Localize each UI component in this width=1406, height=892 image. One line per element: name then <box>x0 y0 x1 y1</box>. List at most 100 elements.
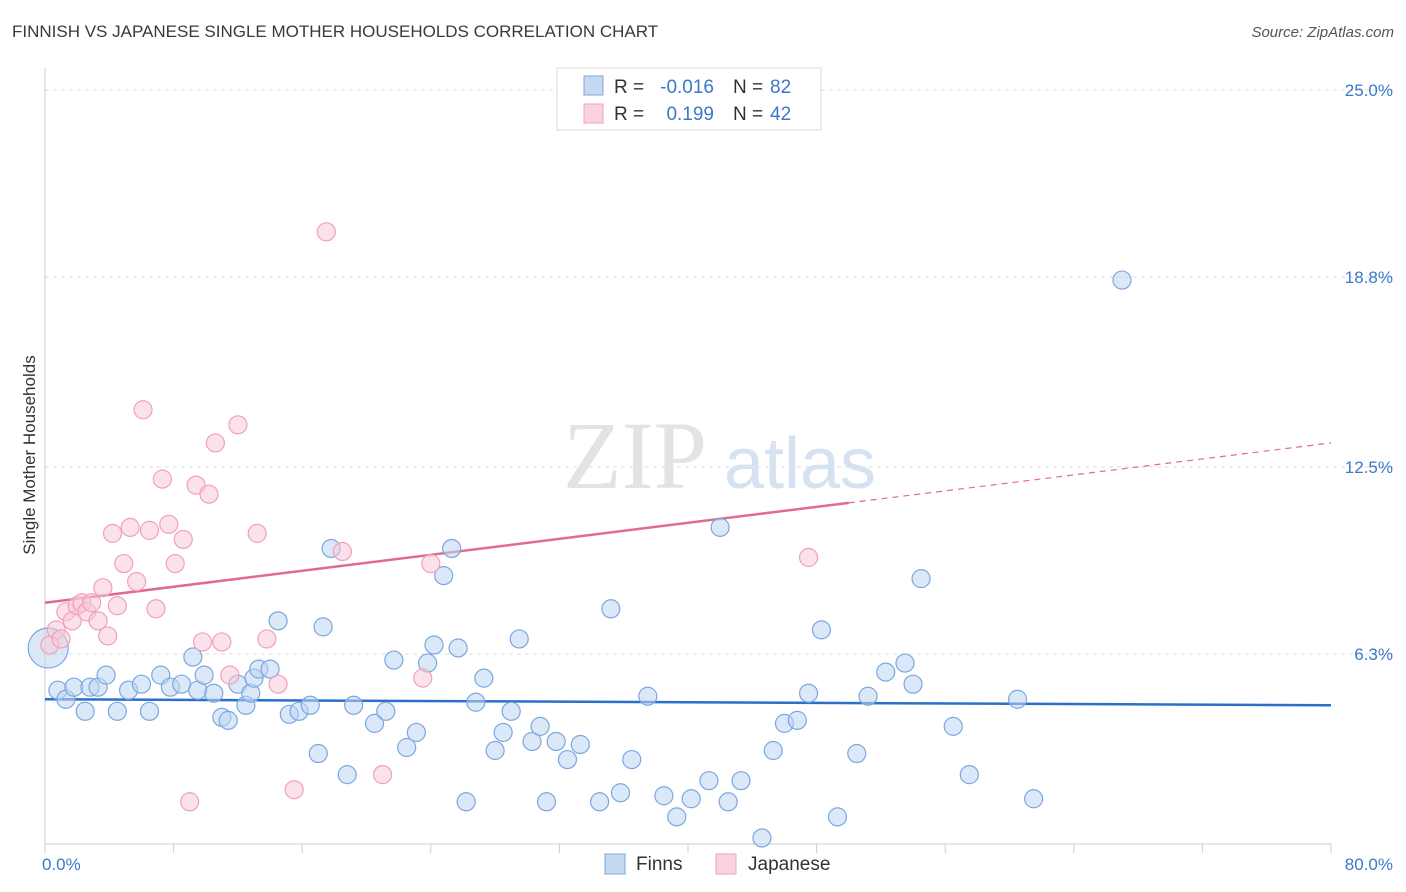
y-tick-labels: 6.3% 12.5% 18.8% 25.0% <box>1345 81 1393 664</box>
finns-point <box>654 786 674 806</box>
gridlines <box>45 89 1395 655</box>
finns-point <box>943 716 963 736</box>
finns-point <box>397 737 417 758</box>
japanese-point <box>180 792 200 812</box>
finns-point <box>300 695 320 715</box>
japanese-point <box>159 514 179 534</box>
finns-point <box>667 807 687 827</box>
japanese-point <box>316 222 336 242</box>
japanese-point <box>257 629 277 649</box>
finns-point <box>798 683 819 703</box>
japanese-point <box>133 400 153 420</box>
finns-point <box>434 566 454 586</box>
legend-r-value: -0.016 <box>660 77 714 98</box>
data-points <box>27 222 1132 848</box>
finns-point <box>442 538 462 559</box>
legend-n-label: N = <box>733 77 763 98</box>
legend-r-label: R = <box>614 77 644 98</box>
finns-point <box>557 749 578 770</box>
japanese-point <box>372 765 393 785</box>
y-tick-label: 6.3% <box>1354 645 1393 664</box>
finns-point <box>424 635 444 655</box>
y-tick-label: 18.8% <box>1345 268 1393 287</box>
japanese-point <box>152 469 172 489</box>
bottom-legend-finns: Finns <box>636 854 682 875</box>
finns-point <box>218 710 238 730</box>
finns-point <box>699 771 719 791</box>
legend-n-value: 82 <box>770 77 791 98</box>
finns-point <box>344 695 364 715</box>
finns-point <box>589 792 610 812</box>
finns-point <box>638 686 658 706</box>
finns-point <box>406 722 426 743</box>
finns-point <box>959 765 979 785</box>
japanese-point <box>192 632 213 652</box>
finns-point <box>485 740 505 761</box>
finns-point <box>710 517 730 537</box>
x-tick-label: 80.0% <box>1345 855 1393 874</box>
legend-swatch-finns <box>583 75 604 96</box>
japanese-trend-extension <box>848 442 1332 504</box>
finns-point <box>376 701 396 721</box>
japanese-point <box>332 541 352 562</box>
japanese-point <box>205 433 225 453</box>
finns-point <box>474 668 494 688</box>
finns-point <box>536 792 557 812</box>
finns-point <box>308 743 328 764</box>
finns-point <box>448 638 468 658</box>
finns-point <box>681 789 701 809</box>
finns-point <box>601 599 621 619</box>
japanese-point <box>82 593 102 613</box>
japanese-point <box>212 632 232 652</box>
legend-r-value: 0.199 <box>666 104 714 125</box>
bottom-legend-swatch-finns <box>604 853 626 875</box>
finns-point <box>827 807 848 827</box>
bottom-legend: Finns Japanese <box>604 853 830 875</box>
legend-n-label: N = <box>733 104 763 125</box>
japanese-point <box>165 553 185 574</box>
finns-point <box>139 701 160 721</box>
japanese-point <box>120 517 140 537</box>
finns-point <box>456 792 476 812</box>
finns-point <box>847 743 867 764</box>
finns-point <box>337 765 357 785</box>
axes <box>44 68 1332 853</box>
finns-point <box>876 662 896 682</box>
x-tick-labels: 0.0% 80.0% <box>42 855 1393 874</box>
finns-point <box>530 716 550 736</box>
japanese-point <box>127 572 147 592</box>
source-label: Source: ZipAtlas.com <box>1251 24 1394 41</box>
top-legend: R = -0.016 N = 82 R = 0.199 N = 42 <box>556 67 822 131</box>
finns-point <box>1024 789 1044 809</box>
finns-point <box>731 771 751 791</box>
legend-n-value: 42 <box>770 104 791 125</box>
y-tick-label: 25.0% <box>1345 81 1393 100</box>
x-tick-label: 0.0% <box>42 855 81 874</box>
finns-point <box>895 653 915 673</box>
finns-point <box>96 665 116 685</box>
finns-point <box>610 783 631 803</box>
japanese-point <box>173 529 193 550</box>
watermark-zip: ZIP <box>563 402 707 509</box>
y-axis-label: Single Mother Households <box>20 355 39 554</box>
finns-point <box>718 792 738 812</box>
finns-point <box>183 647 203 667</box>
finns-point <box>107 701 127 721</box>
finns-point <box>911 569 931 589</box>
finns-point <box>501 701 521 721</box>
y-tick-label: 12.5% <box>1345 458 1393 477</box>
finns-point <box>787 710 807 730</box>
finns-point <box>313 617 333 637</box>
finns-point <box>75 701 95 721</box>
japanese-point <box>98 626 118 646</box>
japanese-point <box>798 547 819 568</box>
finns-point <box>493 722 513 743</box>
finns-point <box>131 674 152 694</box>
japanese-point <box>51 629 71 649</box>
legend-swatch-japanese <box>583 103 604 124</box>
chart-title: FINNISH VS JAPANESE SINGLE MOTHER HOUSEH… <box>12 22 659 41</box>
finns-point <box>546 731 566 752</box>
finns-point <box>763 740 783 761</box>
japanese-point <box>199 484 219 504</box>
